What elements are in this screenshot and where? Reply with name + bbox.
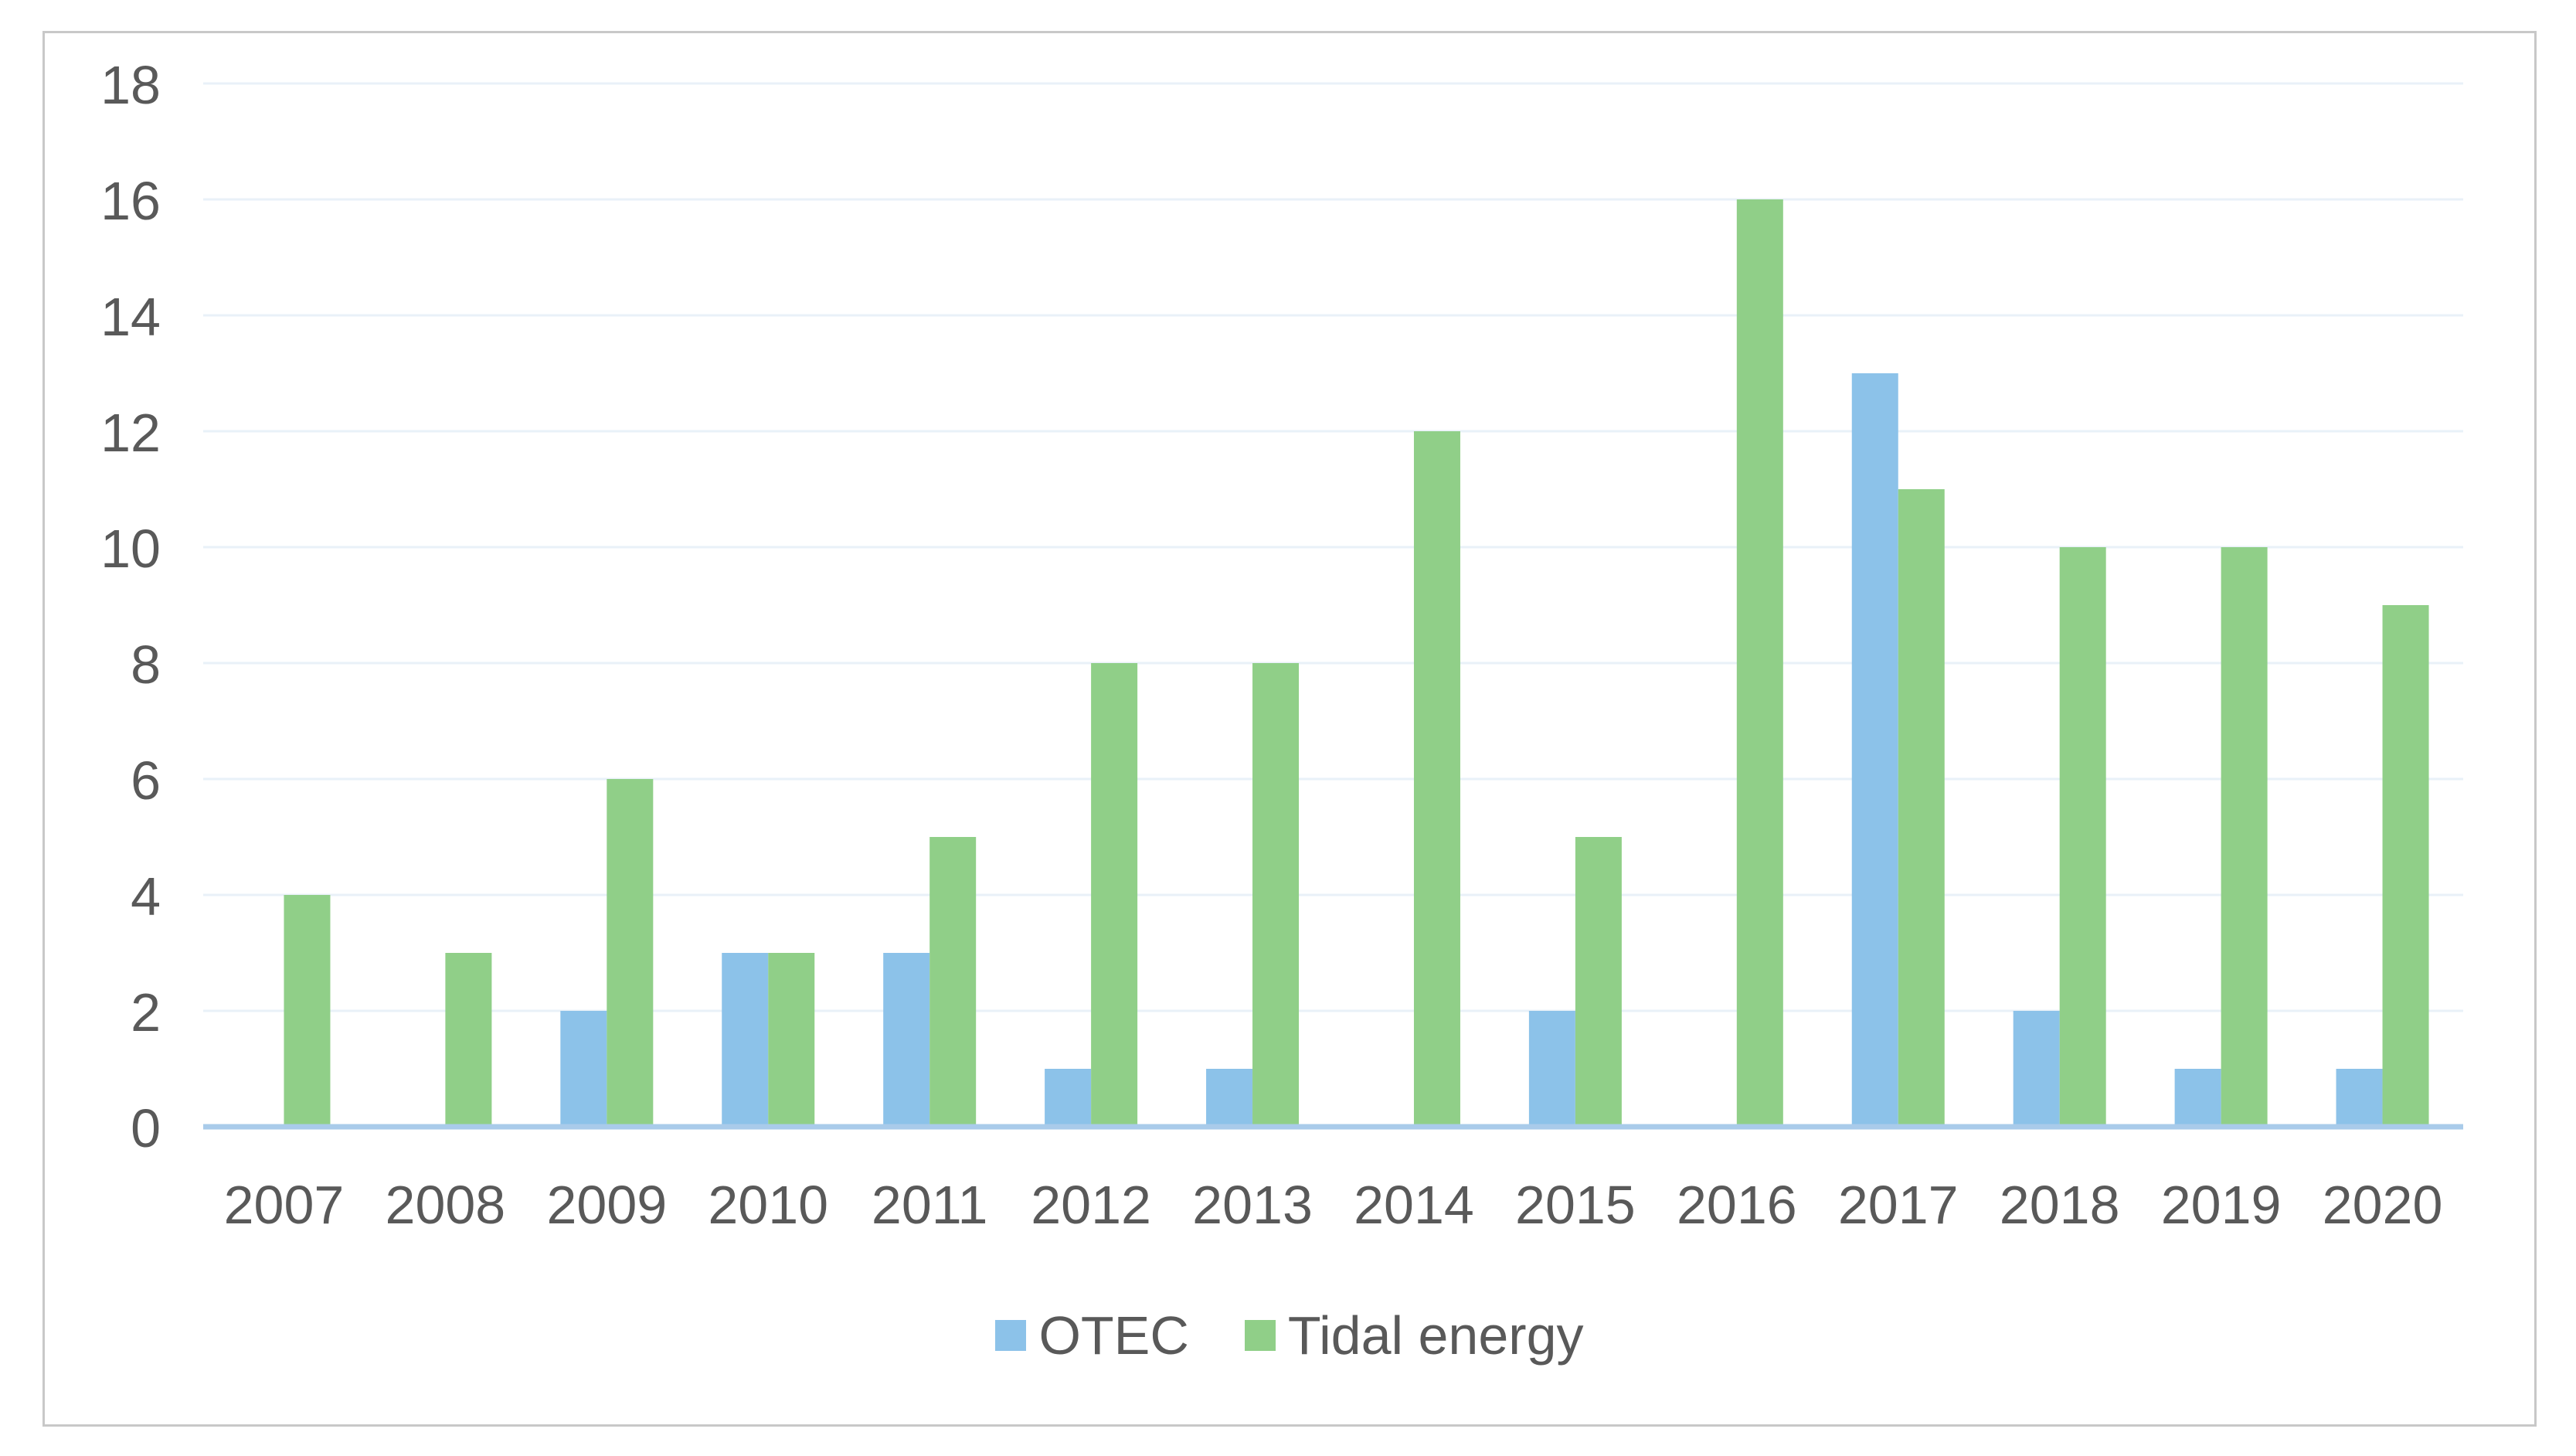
y-axis-tick-label-14: 14	[100, 287, 161, 347]
y-axis-tick-label-2: 2	[131, 982, 161, 1043]
x-axis-tick-label-2016: 2016	[1677, 1175, 1797, 1235]
bar-tidal-energy-2008	[445, 953, 492, 1127]
bar-otec-2010	[722, 953, 769, 1127]
bar-tidal-energy-2020	[2382, 605, 2429, 1127]
bar-otec-2012	[1045, 1069, 1092, 1127]
bar-otec-2017	[1851, 373, 1898, 1127]
legend-label-otec: OTEC	[1038, 1305, 1189, 1366]
bar-tidal-energy-2007	[284, 895, 331, 1127]
x-axis-tick-label-2009: 2009	[546, 1175, 667, 1235]
bar-chart-plot: 0 2 4 6 8 10 12 14 16 18 2007 2008 2009 2010 2011 2012 2…	[100, 55, 2463, 1235]
bar-tidal-energy-2009	[607, 779, 654, 1127]
x-axis-tick-label-2010: 2010	[708, 1175, 828, 1235]
legend-swatch-otec	[995, 1320, 1027, 1351]
bar-otec-2013	[1206, 1069, 1253, 1127]
x-axis-tick-label-2011: 2011	[872, 1175, 988, 1235]
legend-item-otec: OTEC	[995, 1305, 1189, 1366]
bar-tidal-energy-2017	[1898, 489, 1945, 1127]
chart-frame: 0 2 4 6 8 10 12 14 16 18 2007 2008 2009 2010 2011 2012 2…	[42, 31, 2537, 1427]
x-axis-tick-label-2014: 2014	[1354, 1175, 1474, 1235]
y-axis-tick-label-0: 0	[131, 1098, 161, 1158]
bar-tidal-energy-2010	[768, 953, 815, 1127]
x-axis-tick-label-2015: 2015	[1515, 1175, 1636, 1235]
bar-otec-2011	[883, 953, 930, 1127]
x-axis-tick-label-2007: 2007	[224, 1175, 345, 1235]
x-axis-tick-label-2020: 2020	[2323, 1175, 2443, 1235]
x-axis-tick-label-2008: 2008	[386, 1175, 506, 1235]
legend-swatch-tidal-energy	[1244, 1320, 1276, 1351]
x-axis-tick-label-2017: 2017	[1838, 1175, 1959, 1235]
chart-legend: OTEC Tidal energy	[45, 1308, 2534, 1362]
x-axis-tick-label-2018: 2018	[2000, 1175, 2120, 1235]
bar-otec-2018	[2013, 1011, 2060, 1127]
bar-tidal-energy-2013	[1252, 663, 1300, 1127]
bar-tidal-energy-2011	[929, 837, 977, 1127]
x-axis-tick-label-2019: 2019	[2161, 1175, 2282, 1235]
bar-tidal-energy-2018	[2059, 547, 2106, 1127]
y-axis-tick-label-10: 10	[100, 519, 161, 579]
y-axis-tick-label-6: 6	[131, 750, 161, 811]
bar-tidal-energy-2016	[1736, 199, 1783, 1127]
bar-otec-2009	[560, 1011, 607, 1127]
x-axis-tick-label-2013: 2013	[1192, 1175, 1313, 1235]
x-axis-tick-label-2012: 2012	[1031, 1175, 1151, 1235]
legend-item-tidal-energy: Tidal energy	[1244, 1305, 1584, 1366]
y-axis-tick-label-4: 4	[131, 866, 161, 927]
y-axis-tick-label-12: 12	[100, 403, 161, 463]
bar-otec-2015	[1528, 1011, 1575, 1127]
bar-otec-2019	[2174, 1069, 2221, 1127]
bar-otec-2020	[2336, 1069, 2383, 1127]
bar-tidal-energy-2019	[2221, 547, 2268, 1127]
y-axis-tick-label-16: 16	[100, 171, 161, 231]
legend-label-tidal-energy: Tidal energy	[1287, 1305, 1584, 1366]
bar-tidal-energy-2015	[1575, 837, 1622, 1127]
y-axis-tick-label-8: 8	[131, 634, 161, 695]
bar-tidal-energy-2014	[1413, 431, 1460, 1127]
bar-tidal-energy-2012	[1091, 663, 1138, 1127]
y-axis-tick-label-18: 18	[100, 55, 161, 115]
